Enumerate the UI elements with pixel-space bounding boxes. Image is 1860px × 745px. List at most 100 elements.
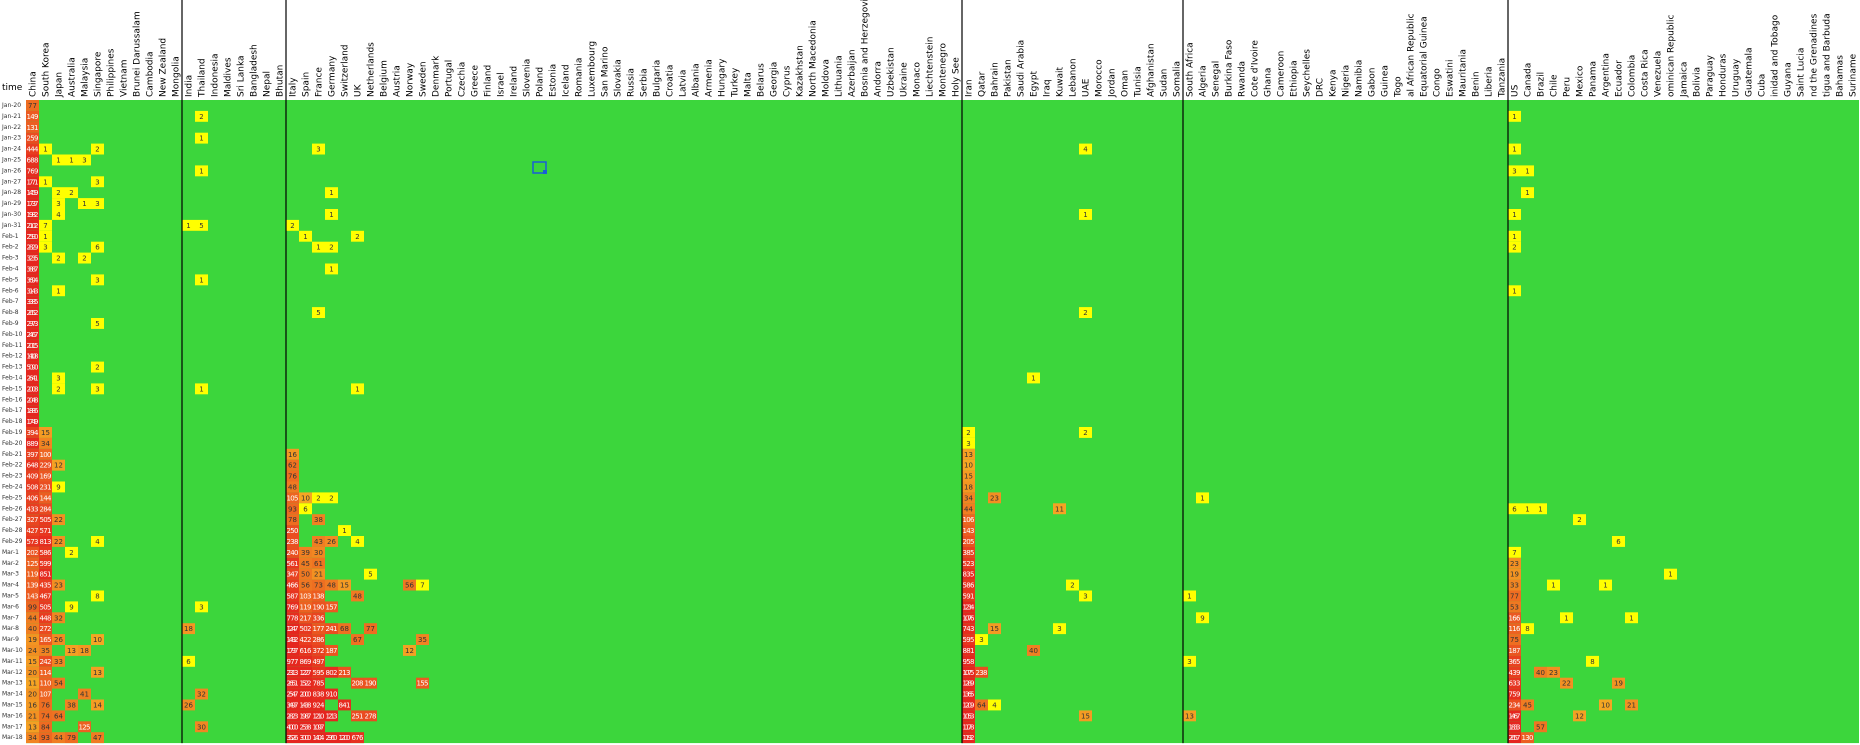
cell-value: 143 <box>963 527 975 535</box>
cell <box>312 688 325 700</box>
cell <box>416 677 429 689</box>
column-header: Australia <box>68 57 78 97</box>
cell <box>325 688 338 700</box>
column-header: Cuba <box>1758 74 1768 97</box>
column-header: Georgia <box>770 62 780 97</box>
cell <box>962 710 975 722</box>
cell-value: 10 <box>93 636 102 644</box>
column-header: Bangladesh <box>250 44 260 97</box>
cell <box>1183 655 1196 667</box>
cell <box>195 688 208 700</box>
cell-value: 38 <box>314 516 323 524</box>
cell-value: 2538 <box>300 723 312 731</box>
cell-value: 1 <box>199 276 203 284</box>
cell-value: 835 <box>963 571 975 579</box>
cell <box>26 514 39 526</box>
cell <box>26 481 39 493</box>
cell <box>299 732 312 744</box>
cell-value: 633 <box>1509 680 1521 688</box>
cell-value: 259 <box>27 135 39 143</box>
cell <box>26 416 39 427</box>
cell <box>351 536 364 547</box>
row-label: Feb-17 <box>2 407 23 414</box>
cell-value: 35 <box>418 636 427 644</box>
time-header: time <box>2 83 23 93</box>
cell-value: 13 <box>93 669 102 677</box>
cell <box>39 546 52 558</box>
column-header: Singapore <box>94 51 104 97</box>
cell-value: 2590 <box>27 233 39 241</box>
cell-value: 47 <box>93 734 102 742</box>
cell-value: 9 <box>1200 614 1204 622</box>
cell <box>65 645 78 656</box>
column-header: South Korea <box>42 42 52 97</box>
cell <box>52 285 65 297</box>
column-header: Ethiopia <box>1290 60 1300 97</box>
cell-value: 881 <box>963 647 975 655</box>
cell-value: 1234 <box>963 603 976 611</box>
cell-value: 1 <box>1538 505 1542 513</box>
cell <box>1196 612 1209 624</box>
cell-value: 44 <box>28 614 37 622</box>
cell-value: 4000 <box>287 723 299 731</box>
cell-value: 100 <box>40 451 52 459</box>
cell-value: 62 <box>288 462 297 470</box>
column-header: Slovakia <box>614 59 624 97</box>
cell <box>325 579 338 591</box>
column-header: tigua and Barbuda <box>1823 13 1833 97</box>
cell <box>26 372 39 384</box>
cell-value: 15 <box>28 658 37 666</box>
cell <box>26 318 39 329</box>
cell <box>91 634 104 645</box>
column-header: Moldova <box>822 59 832 97</box>
cell-value: 68 <box>340 625 349 633</box>
cell-value: 1 <box>199 135 203 143</box>
cell-value: 15 <box>990 625 999 633</box>
cell-value: 1 <box>1551 582 1555 590</box>
column-header: Maldives <box>224 57 234 97</box>
cell <box>1508 568 1521 580</box>
cell <box>312 514 325 526</box>
cell-value: 1 <box>1525 505 1529 513</box>
cell-value: 1247 <box>287 625 299 633</box>
cell <box>286 710 299 722</box>
column-header: Guyana <box>1784 62 1794 97</box>
column-header: Oman <box>1121 70 1131 97</box>
cell-value: 1522 <box>300 680 312 688</box>
cell <box>26 274 39 286</box>
cell <box>312 710 325 722</box>
cell <box>52 655 65 667</box>
cell-value: 131 <box>27 124 39 132</box>
cell <box>52 710 65 722</box>
cell-value: 1178 <box>963 723 975 731</box>
column-header: Italy <box>289 77 299 97</box>
cell <box>325 187 338 199</box>
cell-value: 397 <box>27 451 39 459</box>
cell-value: 23 <box>54 582 63 590</box>
cell <box>182 219 195 231</box>
row-label: Feb-9 <box>2 320 19 327</box>
cell <box>962 481 975 493</box>
cell-value: 1 <box>199 167 203 175</box>
cell-value: 114 <box>40 669 53 677</box>
cell-value: 347 <box>287 571 299 579</box>
cell-value: 18 <box>964 483 973 491</box>
cell-value: 84 <box>41 723 50 731</box>
column-header: Portugal <box>445 60 455 97</box>
row-label: Mar-5 <box>2 592 19 599</box>
cell-value: 4 <box>992 701 997 709</box>
cell-value: 1 <box>303 233 307 241</box>
cell <box>39 677 52 689</box>
cell <box>962 601 975 613</box>
cell <box>26 339 39 351</box>
cell-value: 838 <box>313 691 325 699</box>
cell <box>962 677 975 689</box>
row-label: Mar-12 <box>2 669 23 676</box>
cell-value: 77 <box>366 625 375 633</box>
cell <box>52 383 65 395</box>
row-label: Mar-8 <box>2 625 19 632</box>
cell <box>325 241 338 253</box>
column-header: Tunisia <box>1134 66 1144 98</box>
cell <box>1508 721 1521 733</box>
cell <box>962 557 975 569</box>
